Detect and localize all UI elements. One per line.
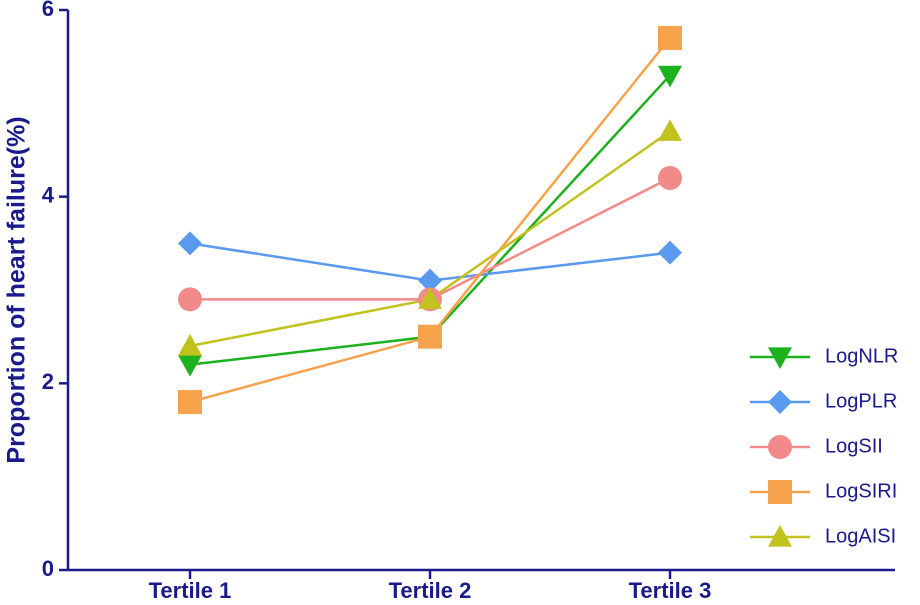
legend-marker (768, 480, 792, 504)
legend-label: LogPLR (825, 390, 897, 412)
y-axis-label: Proportion of heart failure(%) (3, 116, 31, 463)
marker (418, 324, 442, 349)
y-tick-label: 6 (42, 0, 54, 21)
marker (178, 287, 202, 312)
marker (178, 334, 202, 356)
legend-label: LogSII (825, 435, 883, 457)
series-line (189, 74, 671, 366)
y-tick-label: 0 (42, 556, 54, 581)
marker (178, 231, 202, 256)
marker (658, 65, 682, 88)
legend-label: LogAISI (825, 525, 896, 547)
marker (418, 268, 442, 293)
marker (658, 119, 682, 141)
marker (658, 26, 682, 50)
legend-label: LogSIRI (825, 480, 897, 502)
x-tick-label: Tertile 1 (149, 578, 232, 603)
y-tick-label: 4 (42, 182, 55, 207)
legend-marker (768, 347, 792, 369)
legend-marker (768, 435, 792, 459)
marker (658, 240, 682, 265)
legend-marker (768, 390, 792, 414)
legend-marker (768, 525, 792, 547)
marker (178, 355, 202, 377)
marker (658, 166, 682, 190)
marker (178, 390, 202, 414)
marker (418, 287, 442, 309)
legend-label: LogNLR (825, 345, 898, 367)
series-line (189, 130, 671, 348)
x-tick-label: Tertile 2 (389, 578, 472, 603)
y-tick-label: 2 (42, 369, 54, 394)
x-tick-label: Tertile 3 (629, 578, 712, 603)
